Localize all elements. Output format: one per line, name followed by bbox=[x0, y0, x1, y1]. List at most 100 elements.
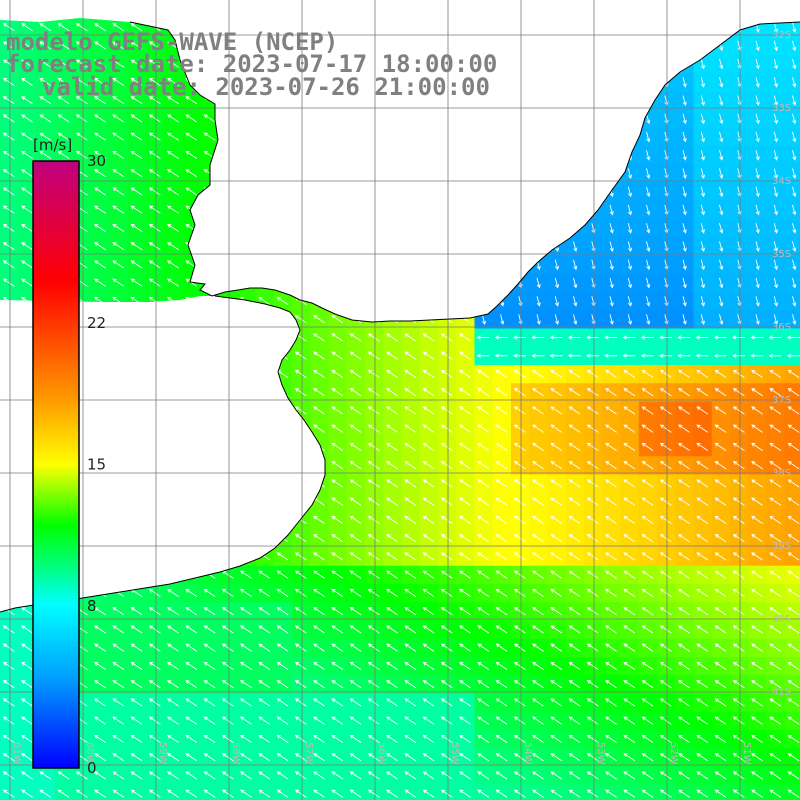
wind-arrow bbox=[386, 570, 398, 579]
wind-arrow bbox=[719, 277, 724, 289]
wind-arrow bbox=[349, 333, 362, 342]
wind-arrow bbox=[714, 497, 727, 506]
wind-arrow bbox=[682, 168, 687, 180]
wind-arrow bbox=[586, 406, 599, 415]
coastline-west bbox=[0, 295, 326, 613]
wind-arrow bbox=[586, 335, 599, 340]
speed-cell bbox=[784, 164, 800, 183]
wind-arrow bbox=[605, 388, 617, 397]
wind-arrow bbox=[678, 406, 690, 415]
wind-arrow bbox=[276, 661, 289, 670]
wind-arrow bbox=[203, 680, 216, 689]
wind-arrow bbox=[513, 461, 526, 470]
wind-arrow bbox=[623, 607, 636, 616]
wind-arrow bbox=[331, 315, 344, 324]
wind-arrow bbox=[773, 241, 779, 253]
wind-arrow bbox=[696, 643, 709, 652]
wind-arrow bbox=[75, 96, 88, 105]
wind-arrow bbox=[696, 424, 709, 433]
wind-arrow bbox=[459, 351, 471, 360]
wind-arrow bbox=[586, 515, 599, 524]
wind-arrow bbox=[349, 424, 362, 433]
speed-cell bbox=[0, 784, 19, 800]
speed-cell bbox=[164, 784, 183, 800]
wind-arrow bbox=[166, 278, 179, 287]
wind-arrow bbox=[550, 607, 563, 616]
wind-arrow bbox=[659, 353, 672, 358]
wind-arrow bbox=[640, 335, 654, 340]
wind-arrow bbox=[554, 314, 560, 326]
wind-arrow bbox=[459, 661, 471, 670]
wind-arrow bbox=[130, 753, 143, 762]
wind-arrow bbox=[313, 734, 325, 743]
wind-arrow bbox=[148, 734, 161, 743]
wind-arrow bbox=[605, 771, 617, 780]
speed-cell bbox=[255, 784, 275, 800]
wind-arrow bbox=[221, 734, 234, 743]
wind-arrow bbox=[331, 588, 344, 597]
wind-arrow bbox=[732, 534, 745, 543]
wind-arrow bbox=[2, 643, 15, 652]
wind-arrow bbox=[440, 698, 453, 707]
wind-arrow bbox=[258, 661, 271, 670]
wind-arrow bbox=[531, 335, 545, 340]
wind-arrow bbox=[422, 406, 435, 415]
wind-arrow bbox=[349, 461, 362, 470]
wind-arrow bbox=[641, 552, 654, 561]
wind-arrow bbox=[696, 570, 709, 579]
wind-arrow bbox=[623, 734, 636, 743]
wind-arrow bbox=[659, 661, 672, 670]
speed-cell bbox=[657, 784, 676, 800]
wind-arrow bbox=[659, 607, 672, 616]
wind-arrow bbox=[609, 314, 614, 326]
speed-cell bbox=[784, 127, 800, 147]
wind-arrow bbox=[641, 716, 654, 725]
wind-arrow bbox=[751, 680, 763, 689]
wind-arrow bbox=[294, 734, 307, 743]
wind-arrow bbox=[495, 461, 508, 470]
wind-arrow bbox=[682, 277, 687, 289]
wind-arrow bbox=[623, 442, 636, 451]
coastline bbox=[0, 21, 800, 613]
wind-arrow bbox=[93, 753, 106, 762]
wind-arrow bbox=[130, 59, 143, 68]
wind-arrow bbox=[2, 169, 15, 178]
wind-arrow bbox=[21, 680, 33, 689]
wind-arrow bbox=[167, 150, 179, 159]
wind-arrow bbox=[513, 442, 526, 451]
wind-arrow bbox=[21, 96, 33, 105]
wind-arrow bbox=[769, 497, 782, 506]
wind-arrow bbox=[513, 588, 526, 597]
speed-cell bbox=[784, 383, 800, 402]
wind-arrow bbox=[459, 534, 471, 543]
wind-arrow bbox=[659, 771, 672, 780]
wind-arrow bbox=[459, 643, 471, 652]
wind-arrow bbox=[440, 461, 453, 470]
wind-arrow bbox=[550, 661, 563, 670]
speed-cell bbox=[675, 784, 694, 800]
wind-arrow bbox=[732, 461, 745, 470]
wind-arrow bbox=[696, 661, 709, 670]
wind-arrow bbox=[605, 406, 617, 415]
wind-arrow bbox=[586, 479, 599, 488]
wind-arrow bbox=[495, 497, 508, 506]
wind-arrow bbox=[2, 23, 15, 32]
wind-arrow bbox=[787, 789, 800, 798]
wind-arrow bbox=[773, 186, 779, 198]
wind-arrow bbox=[477, 552, 490, 561]
wind-arrow bbox=[755, 186, 760, 198]
wind-arrow bbox=[568, 515, 581, 524]
wind-arrow bbox=[367, 424, 380, 433]
wind-arrow bbox=[276, 716, 289, 725]
wind-arrow bbox=[331, 716, 344, 725]
wind-arrow bbox=[513, 534, 526, 543]
wind-arrow bbox=[623, 570, 636, 579]
wind-arrow bbox=[477, 497, 490, 506]
wind-arrow bbox=[459, 497, 471, 506]
wind-arrow bbox=[112, 734, 125, 743]
wind-arrow bbox=[604, 335, 618, 340]
wind-arrow bbox=[459, 424, 471, 433]
wind-arrow bbox=[719, 150, 724, 161]
wind-arrow bbox=[386, 753, 398, 762]
wind-arrow bbox=[678, 461, 690, 470]
